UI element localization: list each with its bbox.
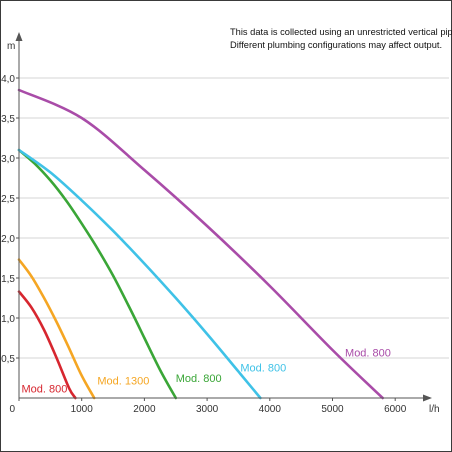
x-tick-label: 0 [9,404,15,415]
y-axis-label: m [7,41,15,52]
series-label: Mod. 800 [240,363,286,375]
x-tick-label: 2000 [133,404,156,415]
x-tick-label: 1000 [71,404,94,415]
x-axis-arrow-icon [423,394,432,402]
x-tick-label: 4000 [259,404,282,415]
x-tick-label: 3000 [196,404,219,415]
y-tick-label: 4,0 [1,74,15,85]
note-line-1: This data is collected using an unrestri… [230,27,452,37]
axes [15,32,432,402]
y-tick-label: 3,0 [1,154,15,165]
series-label: Mod. 800 [176,373,222,385]
x-axis-label: l/h [429,404,440,415]
series-line [17,88,384,400]
series-label: Mod. 1300 [97,375,149,387]
series-line [17,290,77,400]
y-axis-arrow-icon [15,32,23,41]
series-labels: Mod. 800 Mod. 1300 Mod. 800 Mod. 800 Mod. 80… [22,347,391,395]
x-tick-label: 5000 [321,404,344,415]
series-line [17,148,262,400]
series-line [17,258,96,400]
y-tick-label: 2,0 [1,234,15,245]
series-label: Mod. 800 [22,383,68,395]
y-tick-label: 1,5 [1,274,15,285]
series-label: Mod. 800 [345,347,391,359]
y-tick-label: 3,5 [1,114,15,125]
axis-ticks: 0,5 1,0 1,5 2,0 2,5 3,0 3,5 4,0 0 1000 2000 3000 400… [1,74,407,415]
x-tick-label: 6000 [384,404,407,415]
y-tick-label: 1,0 [1,314,15,325]
y-tick-label: 2,5 [1,194,15,205]
note-line-2: Different plumbing configurations may af… [230,40,443,50]
y-tick-label: 0,5 [1,354,15,365]
series-line [17,148,178,400]
series-curves [17,88,384,400]
